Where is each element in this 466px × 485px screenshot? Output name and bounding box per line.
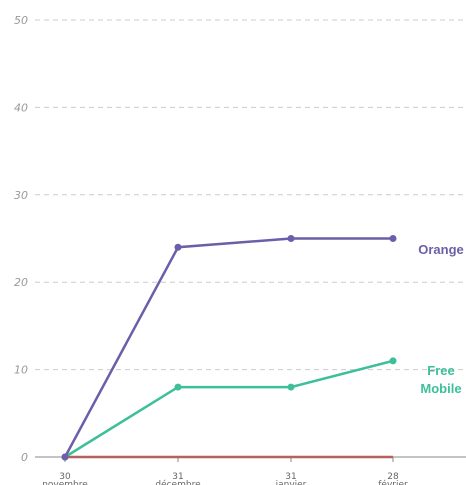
series-label: Free Mobile (420, 363, 462, 396)
y-tick-label: 20 (14, 276, 28, 289)
y-tick-label: 40 (14, 101, 28, 114)
series-line (64, 359, 394, 459)
y-tick-label: 30 (14, 189, 28, 202)
x-tick-label: janvier (275, 480, 307, 485)
x-tick-label: 28 (387, 472, 399, 482)
point (389, 357, 397, 365)
x-tick-label: 31 (172, 472, 183, 482)
point (389, 235, 397, 242)
point (174, 243, 182, 251)
point (287, 235, 295, 242)
x-tick-label: février (378, 479, 408, 485)
series-line (63, 237, 393, 458)
series-label: Orange (418, 242, 464, 257)
point (61, 453, 69, 461)
y-tick-label: 10 (14, 364, 28, 377)
x-tick-label: décembre (155, 479, 201, 485)
x-tick-label: 30 (59, 472, 71, 482)
x-tick-label: novembre (42, 480, 88, 485)
point (287, 383, 295, 391)
y-tick-label: 0 (21, 451, 28, 464)
y-tick-label: 50 (14, 14, 28, 27)
x-tick-label: 31 (285, 472, 296, 482)
point (174, 383, 182, 391)
